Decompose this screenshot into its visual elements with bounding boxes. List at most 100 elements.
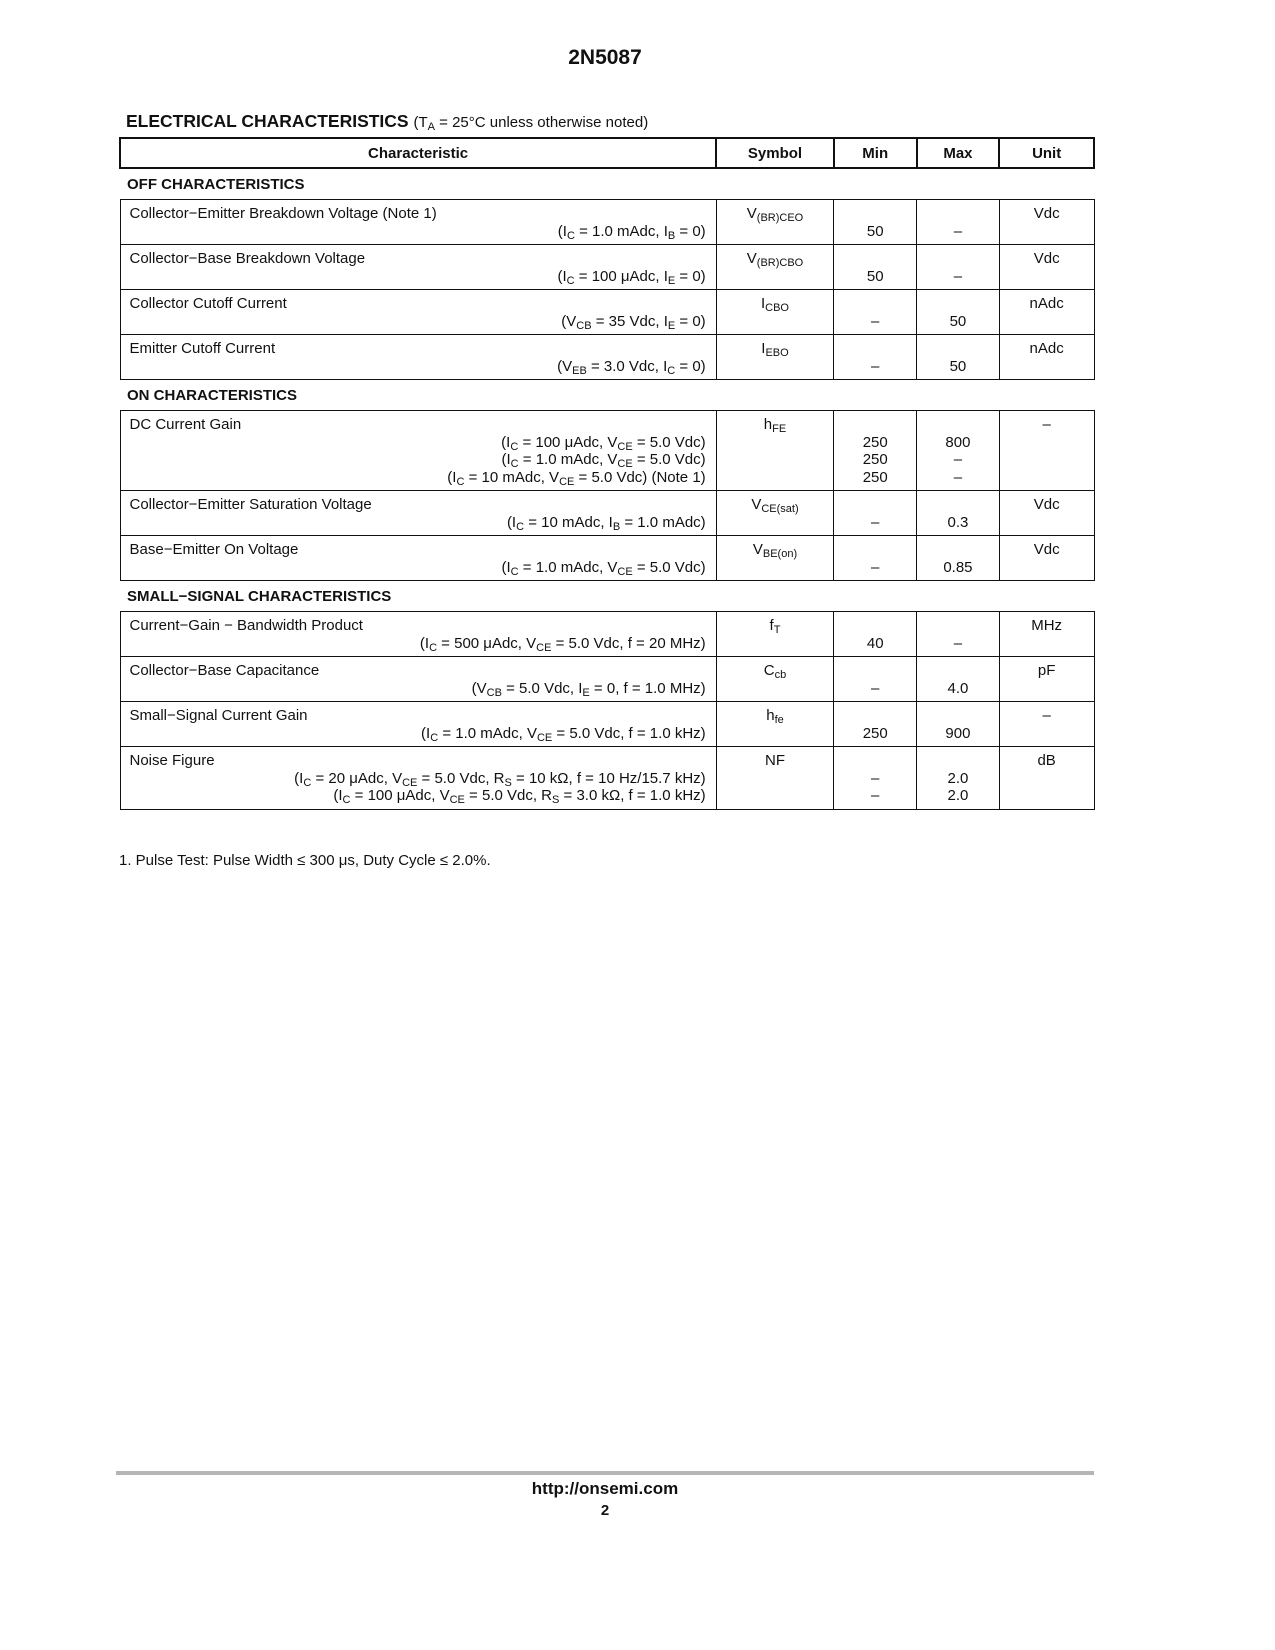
- column-header-symbol: Symbol: [715, 137, 835, 169]
- footer-url-link[interactable]: http://onsemi.com: [531, 1479, 679, 1498]
- characteristic-cell: Noise Figure (IC = 20 μAdc, VCE = 5.0 Vdc…: [119, 746, 717, 810]
- table-row: Collector−Base Breakdown Voltage (IC = 10…: [119, 244, 1095, 290]
- characteristic-cell: Collector−Base Breakdown Voltage (IC = 10…: [119, 244, 717, 290]
- electrical-characteristics-table: Characteristic Symbol Min Max Unit OFF C…: [118, 137, 1095, 810]
- spacer: [917, 340, 999, 358]
- section-heading-main: ELECTRICAL CHARACTERISTICS: [126, 111, 409, 131]
- min-value: –: [871, 558, 880, 576]
- unit: Vdc: [1033, 205, 1060, 222]
- min-value: –: [871, 769, 880, 787]
- characteristic-name: Noise Figure: [129, 752, 215, 769]
- min-cell: –: [833, 334, 918, 380]
- test-condition: (IC = 500 μAdc, VCE = 5.0 Vdc, f = 20 MH…: [419, 634, 706, 654]
- footer-divider: [116, 1471, 1094, 1475]
- test-condition: (VCB = 35 Vdc, IE = 0): [561, 312, 706, 332]
- max-cell: –: [916, 611, 1000, 657]
- symbol: hFE: [763, 416, 787, 435]
- min-value: –: [871, 357, 880, 375]
- unit: –: [1042, 707, 1051, 724]
- spacer: [834, 205, 916, 223]
- min-value: 250: [862, 468, 888, 486]
- section-heading-condition: (TA = 25°C unless otherwise noted): [413, 114, 649, 133]
- page-number: 2: [600, 1502, 610, 1519]
- characteristic-name: Collector−Base Capacitance: [129, 662, 320, 679]
- table-row: Noise Figure (IC = 20 μAdc, VCE = 5.0 Vdc…: [119, 746, 1095, 810]
- section-row: ON CHARACTERISTICS: [120, 380, 1094, 411]
- section-heading: ELECTRICAL CHARACTERISTICS (TA = 25°C un…: [126, 111, 649, 133]
- unit-cell: Vdc: [998, 199, 1095, 245]
- symbol: V(BR)CBO: [746, 250, 804, 269]
- unit-cell: Vdc: [998, 490, 1095, 536]
- characteristic-cell: Collector Cutoff Current (VCB = 35 Vdc, I…: [119, 289, 717, 335]
- min-cell: 50: [833, 244, 918, 290]
- unit-cell: MHz: [998, 611, 1095, 657]
- table-row: Collector Cutoff Current (VCB = 35 Vdc, I…: [119, 289, 1095, 335]
- column-header-min: Min: [832, 137, 918, 169]
- unit: nAdc: [1029, 340, 1064, 357]
- unit-cell: Vdc: [998, 244, 1095, 290]
- table-header-row: Characteristic Symbol Min Max Unit: [118, 137, 1095, 169]
- max-value: 2.0: [947, 787, 969, 804]
- test-condition: (IC = 1.0 mAdc, VCE = 5.0 Vdc): [501, 451, 706, 470]
- symbol-cell: hfe: [715, 701, 835, 747]
- min-cell: 250 250 250: [833, 410, 918, 491]
- max-value: 4.0: [947, 679, 969, 697]
- max-cell: –: [916, 199, 1000, 245]
- min-cell: –: [833, 289, 918, 335]
- table-row: Current−Gain − Bandwidth Product (IC = 50…: [119, 611, 1095, 657]
- test-condition: (IC = 1.0 mAdc, VCE = 5.0 Vdc): [501, 558, 706, 578]
- min-value: 40: [866, 634, 884, 652]
- min-cell: 40: [833, 611, 918, 657]
- min-cell: –: [833, 535, 918, 581]
- max-cell: 2.0 2.0: [916, 746, 1000, 810]
- test-condition: (IC = 1.0 mAdc, IB = 0): [557, 222, 706, 242]
- symbol-cell: V(BR)CBO: [715, 244, 835, 290]
- max-cell: –: [916, 244, 1000, 290]
- max-value: 0.3: [947, 513, 969, 531]
- min-value: 50: [866, 267, 884, 285]
- characteristic-cell: Collector−Base Capacitance (VCB = 5.0 Vdc…: [119, 656, 717, 702]
- min-value: –: [871, 513, 880, 531]
- spacer: [917, 541, 999, 559]
- max-value: 0.85: [943, 558, 973, 576]
- characteristic-cell: Small−Signal Current Gain (IC = 1.0 mAdc,…: [119, 701, 717, 747]
- symbol-cell: VCE(sat): [715, 490, 835, 536]
- unit: Vdc: [1033, 541, 1060, 558]
- unit: dB: [1037, 752, 1056, 769]
- symbol-cell: hFE: [715, 410, 835, 491]
- max-cell: 0.85: [916, 535, 1000, 581]
- unit-cell: dB: [998, 746, 1095, 810]
- unit-cell: nAdc: [998, 334, 1095, 380]
- min-cell: – –: [833, 746, 918, 810]
- table-row: Collector−Base Capacitance (VCB = 5.0 Vdc…: [119, 656, 1095, 702]
- symbol: ICBO: [760, 295, 789, 314]
- symbol: VCE(sat): [751, 496, 799, 515]
- characteristic-name: Current−Gain − Bandwidth Product: [129, 617, 363, 634]
- symbol-cell: ICBO: [715, 289, 835, 335]
- section-row: SMALL−SIGNAL CHARACTERISTICS: [120, 581, 1094, 612]
- spacer: [834, 250, 916, 268]
- max-value: –: [953, 222, 963, 240]
- symbol-cell: NF: [715, 746, 835, 810]
- characteristic-cell: DC Current Gain (IC = 100 μAdc, VCE = 5.0…: [119, 410, 717, 491]
- unit: MHz: [1031, 617, 1063, 634]
- unit-cell: –: [998, 410, 1095, 491]
- unit: –: [1042, 416, 1051, 433]
- symbol-cell: V(BR)CEO: [715, 199, 835, 245]
- max-cell: 800– –: [916, 410, 1000, 491]
- min-value: 50: [866, 222, 884, 240]
- max-value: 800: [945, 433, 971, 451]
- unit: nAdc: [1029, 295, 1064, 312]
- characteristic-name: Collector−Base Breakdown Voltage: [129, 250, 366, 267]
- characteristic-cell: Current−Gain − Bandwidth Product (IC = 50…: [119, 611, 717, 657]
- min-value: –: [871, 787, 880, 804]
- page-title: 2N5087: [568, 46, 642, 69]
- unit: Vdc: [1033, 250, 1060, 267]
- spacer: [917, 205, 999, 223]
- spacer: [917, 416, 999, 434]
- footnote: 1. Pulse Test: Pulse Width ≤ 300 μs, Dut…: [119, 852, 491, 869]
- section-title: OFF CHARACTERISTICS: [127, 175, 305, 193]
- max-value: 900: [945, 724, 971, 742]
- min-cell: 50: [833, 199, 918, 245]
